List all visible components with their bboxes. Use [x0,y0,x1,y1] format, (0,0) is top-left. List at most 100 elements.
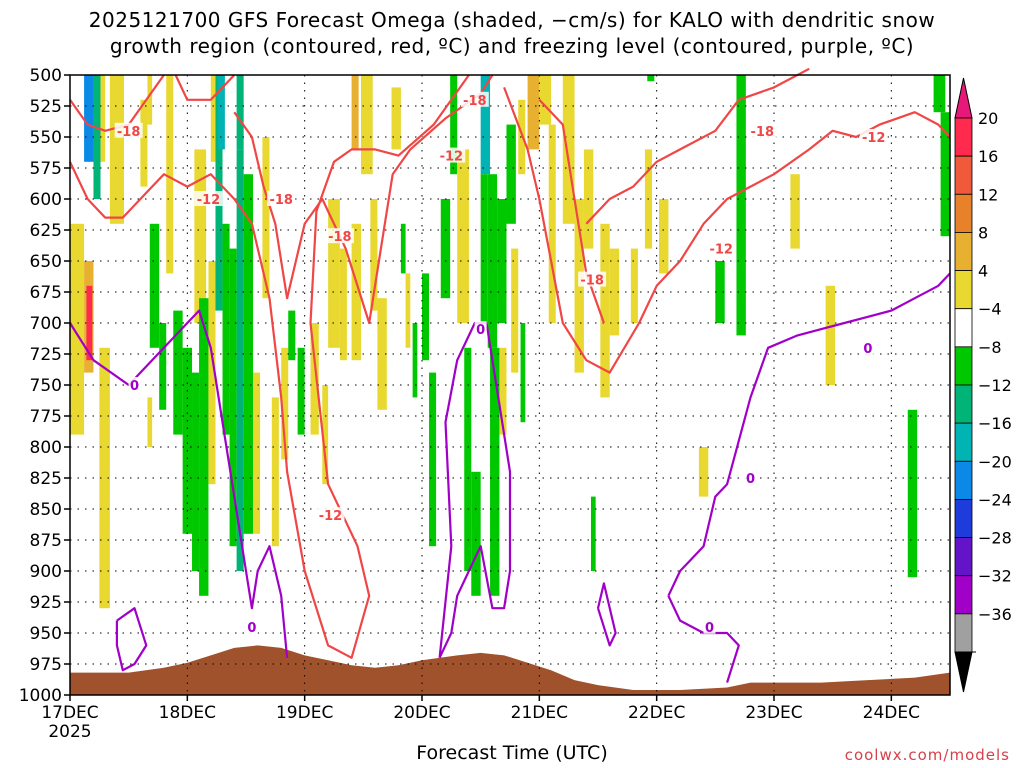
omega-cell [243,174,254,534]
omega-cell [464,347,472,571]
omega-cell [192,372,200,571]
contour-label-bg [245,618,258,634]
y-tick-label: 850 [30,500,62,520]
x-tick-label: 22DEC [628,703,685,723]
x-axis-title: Forecast Time (UTC) [416,742,608,764]
freezing-level-contour [596,582,617,647]
omega-cell [490,347,500,596]
x-tick-sublabel: 2025 [48,722,91,742]
omega-cell [159,323,167,410]
colorbar-swatch [954,270,973,310]
omega-cell [527,75,540,150]
colorbar-label: 16 [978,147,998,166]
contour-label-bg [316,507,345,523]
omega-cell [647,75,655,82]
y-tick-label: 700 [30,314,62,334]
omega-cell [262,137,270,299]
dgz-contour [69,74,165,132]
y-tick-label: 750 [30,376,62,396]
colorbar-label: −4 [978,300,1002,319]
omega-cell [497,199,507,323]
omega-cell [86,285,93,361]
omega-cell [471,471,481,596]
contour-label: -18 [751,125,775,140]
contour-label-bg [474,321,487,337]
omega-cell [149,223,160,348]
omega-cell [907,409,918,578]
colorbar-label: 4 [978,262,988,281]
colorbar-swatch [954,232,973,271]
omega-cell [520,323,526,423]
contour-label: -12 [319,509,343,524]
colorbar-swatch [954,613,973,653]
y-tick-label: 975 [30,655,62,675]
omega-cell [210,75,218,162]
colorbar-label: −28 [978,529,1012,548]
contour-label-bg [194,191,223,206]
contour-label: -18 [580,274,604,289]
y-axis: 500 525 550 575 600 625 650 675 700 725 750 775 800 8… [19,66,70,706]
omega-cell [933,75,946,113]
y-tick-label: 725 [30,345,62,365]
omega-cell [222,223,230,435]
contour-label-bg [267,191,296,206]
y-tick-label: 1000 [19,686,62,706]
contour-label-bg [703,618,716,634]
y-tick-label: 900 [30,562,62,582]
y-tick-label: 600 [30,190,62,210]
omega-cell [499,347,507,435]
contour-label-bg [325,228,354,244]
freezing-level-contour [69,309,289,658]
omega-cell [457,149,469,323]
colorbar-label: 8 [978,223,988,242]
omega-cell [630,248,638,323]
chart-title-line-1: 2025121700 GFS Forecast Omega (shaded, −… [88,8,936,32]
contour-label: -18 [117,125,141,140]
contour-layer [69,67,951,683]
dgz-contour [69,74,470,659]
colorbar-bottom-arrow [954,651,973,693]
colorbar-label: −24 [978,490,1012,509]
y-tick-label: 550 [30,128,62,148]
omega-cell [339,248,347,361]
contour-label: -18 [463,94,487,109]
omega-cell [539,75,552,125]
contour-label-bg [114,122,143,138]
y-tick-label: 650 [30,252,62,272]
omega-cell [217,75,225,150]
omega-cell [109,75,124,224]
colorbar: 20 16 12 8 4 −4 −8 −12 −16 −20 −24 −28 −32 −36 [954,77,1012,693]
omega-cell [715,261,725,323]
omega-cell [609,248,620,336]
x-tick-label: 23DEC [745,703,802,723]
colorbar-label: −8 [978,338,1002,357]
omega-cell [370,199,378,311]
omega-cell [487,174,498,348]
freezing-level-contour [438,321,512,659]
contour-label-bg [128,377,141,392]
x-tick-label: 19DEC [276,703,333,723]
contour-label: 0 [705,621,714,636]
omega-cell [140,99,148,187]
colorbar-label: 12 [978,185,998,204]
omega-cell [429,372,437,547]
contour-label: -18 [328,230,352,245]
omega-cell [310,323,319,435]
omega-cell [790,174,800,249]
omega-cell [562,75,575,224]
omega-cell [940,112,950,237]
terrain-fill [70,645,950,695]
colorbar-swatch [954,499,973,538]
y-tick-label: 675 [30,283,62,303]
colorbar-swatch [954,537,973,577]
contour-label: -12 [440,150,464,165]
omega-cell [400,223,406,274]
omega-cell [70,223,85,435]
omega-cell [84,75,94,162]
colorbar-swatch [954,575,973,615]
omega-cell [736,75,746,336]
contour-label: 0 [863,342,872,357]
terrain-layer [70,645,950,695]
y-tick-label: 800 [30,438,62,458]
